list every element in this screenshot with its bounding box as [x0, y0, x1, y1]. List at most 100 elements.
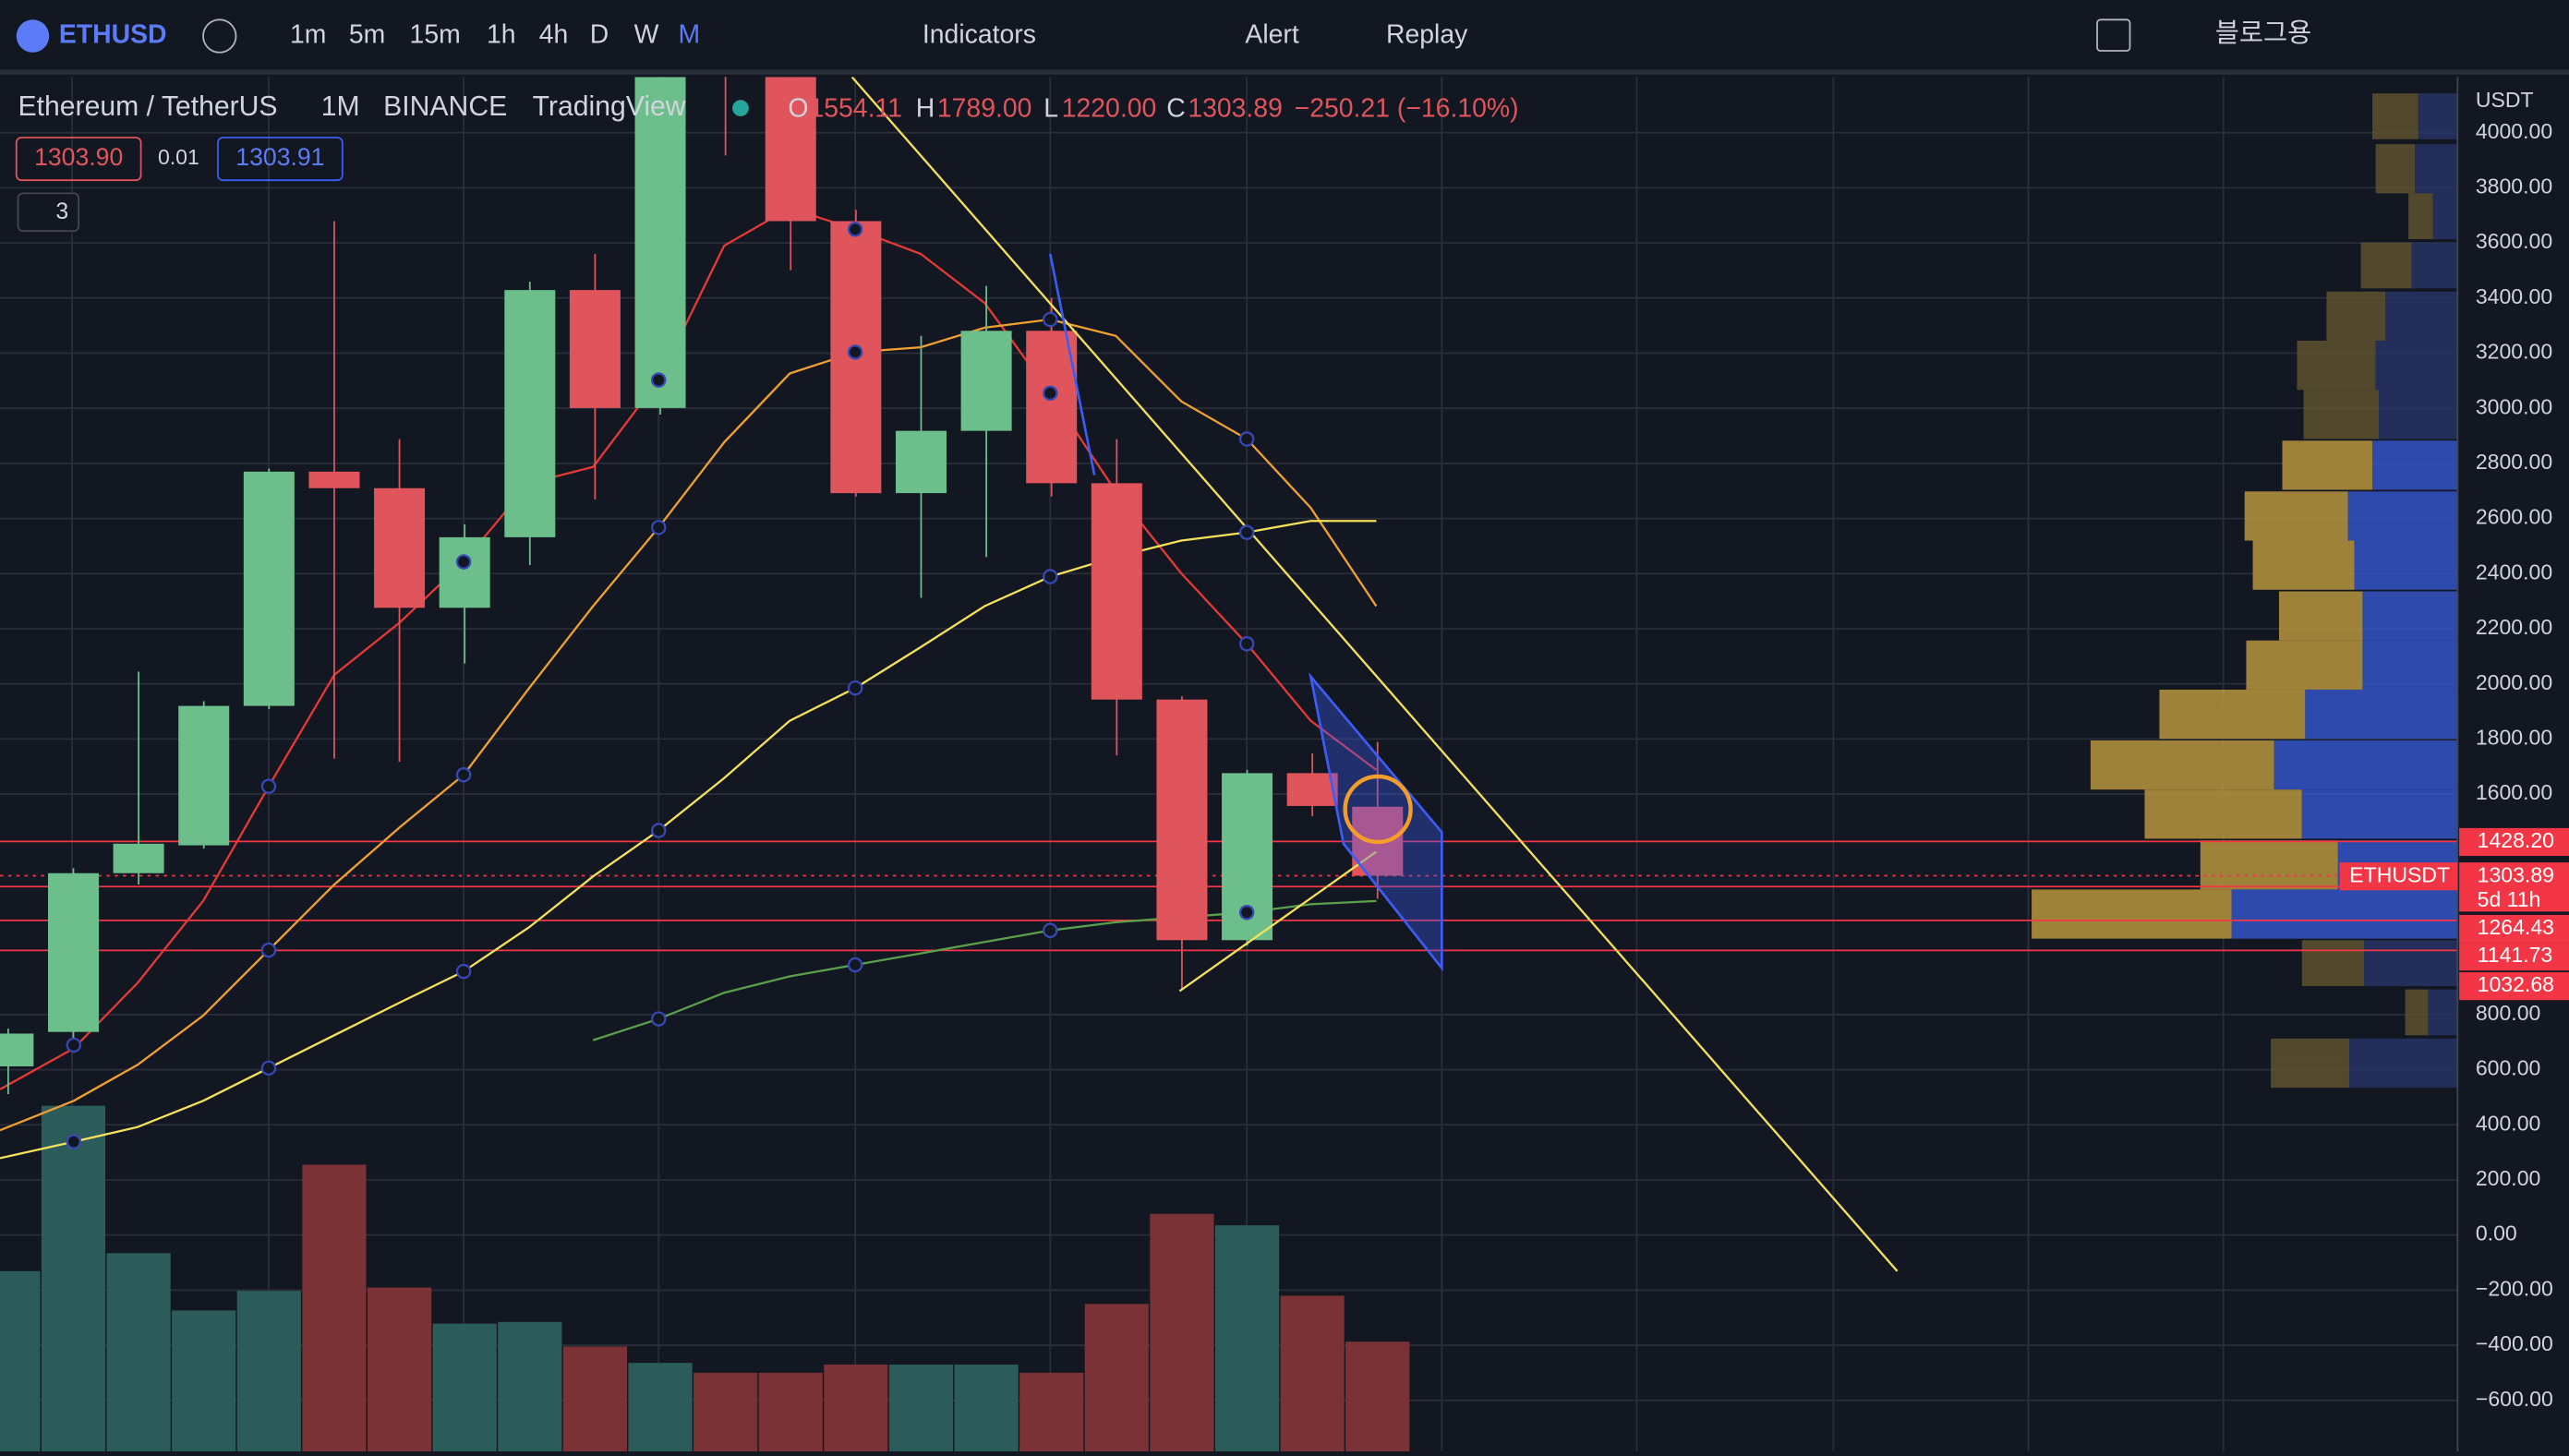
candle-body — [504, 290, 556, 537]
profile-up — [2144, 789, 2302, 839]
profile-up — [2271, 1038, 2350, 1089]
profile-up — [2246, 640, 2363, 690]
profile-down — [2362, 640, 2458, 690]
indicators-toggle[interactable] — [17, 192, 80, 233]
price-label: 1303.89 — [2478, 862, 2554, 886]
fullscreen[interactable] — [2096, 18, 2131, 52]
volume-bar — [1214, 1225, 1280, 1451]
candle-body — [895, 430, 947, 494]
volume-bar — [367, 1287, 432, 1451]
price-label: 1141.73 — [2478, 943, 2553, 967]
price-label-bg — [2459, 862, 2569, 912]
countdown: 5d 11h — [2478, 887, 2541, 911]
indicators[interactable]: Indicators — [923, 20, 1036, 50]
profile-down — [2305, 689, 2458, 740]
profile-down — [2347, 491, 2458, 541]
volume-bar — [41, 1105, 106, 1451]
profile-down — [2372, 440, 2458, 490]
volume-bar — [562, 1346, 627, 1451]
y-tick-label: −600.00 — [2476, 1387, 2553, 1411]
volume-bar — [1345, 1342, 1410, 1451]
interval-button[interactable]: 1h — [487, 20, 516, 50]
profile-up — [2326, 291, 2386, 342]
volume-bar — [302, 1164, 367, 1451]
volume-bar — [106, 1253, 171, 1451]
open-value: 1554.11 — [809, 93, 901, 123]
add-symbol[interactable] — [202, 18, 237, 54]
alert[interactable]: Alert — [1245, 20, 1298, 50]
profile-up — [2200, 840, 2338, 890]
interval-button[interactable]: M — [679, 20, 701, 50]
h-label: H — [916, 93, 935, 123]
candle-body — [960, 331, 1012, 431]
candle-body — [1286, 773, 1338, 806]
interval-button[interactable]: W — [634, 20, 659, 50]
layout-name[interactable]: 블로그용 — [2215, 18, 2311, 48]
y-tick-label: 2800.00 — [2476, 450, 2552, 474]
volume-bar — [824, 1364, 888, 1451]
profile-up — [2282, 440, 2373, 490]
candle-body — [1091, 483, 1142, 700]
interval-button[interactable]: 15m — [410, 20, 461, 50]
interval-button[interactable]: 1m — [290, 20, 326, 50]
interval-button[interactable]: 4h — [539, 20, 569, 50]
y-tick-label: −200.00 — [2476, 1276, 2553, 1300]
candle-body — [47, 872, 99, 1032]
profile-down — [2428, 989, 2458, 1036]
o-label: O — [788, 93, 808, 123]
candle-body — [113, 843, 164, 873]
y-tick-label: 2400.00 — [2476, 560, 2552, 584]
y-tick-label: 3200.00 — [2476, 340, 2552, 364]
profile-up — [2297, 341, 2376, 391]
volume-bar — [954, 1364, 1019, 1451]
sell-price[interactable]: 1303.90 — [34, 143, 123, 171]
legend-interval: 1M — [321, 91, 360, 122]
y-tick-label: 200.00 — [2476, 1166, 2541, 1190]
toolbar — [0, 0, 2569, 73]
y-tick-label: 0.00 — [2476, 1221, 2517, 1245]
volume — [0, 1105, 1410, 1451]
y-tick-label: 3800.00 — [2476, 174, 2552, 198]
indicator-count[interactable]: 3 — [55, 199, 68, 224]
price-label: 1264.43 — [2478, 915, 2554, 939]
volume-bar — [758, 1372, 823, 1451]
profile-down — [2418, 93, 2458, 139]
sell-box[interactable] — [15, 137, 142, 182]
profile-up — [2360, 242, 2412, 289]
volume-bar — [694, 1372, 758, 1451]
replay[interactable]: Replay — [1386, 20, 1468, 50]
candle-body — [765, 77, 816, 222]
legend-exchange: BINANCE — [383, 91, 507, 122]
profile-down — [2411, 242, 2458, 289]
buy-box[interactable] — [217, 137, 344, 182]
symbol[interactable]: ETHUSD — [59, 20, 167, 50]
profile-up — [2301, 940, 2365, 987]
volume-bar — [236, 1291, 301, 1451]
y-tick-label: 1800.00 — [2476, 725, 2552, 749]
candle-body — [439, 536, 490, 608]
price-label-bg — [2459, 914, 2569, 944]
currency[interactable]: USDT — [2476, 88, 2534, 112]
profile-down — [2362, 591, 2458, 641]
candle-body — [0, 1033, 34, 1066]
drawings — [66, 77, 1899, 1272]
interval-button[interactable]: D — [590, 20, 609, 50]
low-value: 1220.00 — [1062, 93, 1157, 123]
interval-button[interactable]: 5m — [349, 20, 385, 50]
symbol-label-bg — [2339, 862, 2458, 891]
candle-body — [178, 705, 230, 846]
profile-down — [2364, 940, 2458, 987]
volume-bar — [1084, 1304, 1149, 1451]
price-label: 1428.20 — [2478, 828, 2554, 852]
profile-up — [2405, 989, 2429, 1036]
y-tick-label: 3000.00 — [2476, 394, 2552, 418]
price-label: 1032.68 — [2478, 972, 2554, 996]
price-axis — [2457, 77, 2569, 1451]
profile-up — [2278, 591, 2363, 641]
y-tick-label: 800.00 — [2476, 1001, 2541, 1025]
buy-price[interactable]: 1303.91 — [235, 143, 324, 171]
price-label-bg — [2459, 972, 2569, 1001]
